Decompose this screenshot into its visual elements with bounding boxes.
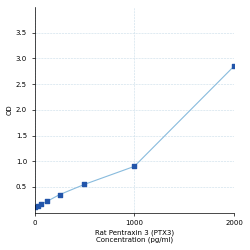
Point <box>132 164 136 168</box>
Point <box>39 202 43 206</box>
Y-axis label: OD: OD <box>7 104 13 115</box>
Point <box>58 193 62 197</box>
Point <box>82 182 86 186</box>
Point <box>232 64 236 68</box>
Point <box>36 204 40 208</box>
Point <box>32 206 36 210</box>
X-axis label: Rat Pentraxin 3 (PTX3)
Concentration (pg/ml): Rat Pentraxin 3 (PTX3) Concentration (pg… <box>95 229 174 243</box>
Point <box>45 199 49 203</box>
